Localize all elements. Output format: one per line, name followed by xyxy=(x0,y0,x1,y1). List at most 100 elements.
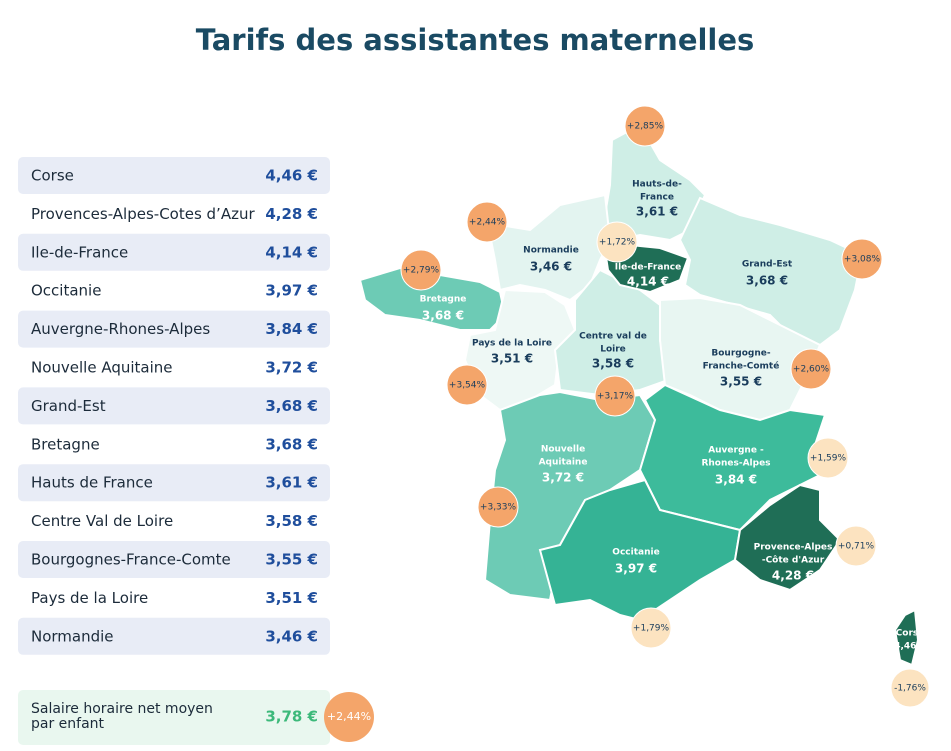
map-region-change: +1,72% xyxy=(599,238,636,248)
summary-change: +2,44% xyxy=(327,710,371,723)
region-name: Provences-Alpes-Cotes d’Azur xyxy=(31,205,255,223)
change-badge xyxy=(596,221,638,263)
change-badge xyxy=(477,486,519,528)
region-name: Corse xyxy=(31,167,74,185)
change-badge xyxy=(890,668,930,708)
map-region-name: Bourgogne- xyxy=(711,349,770,359)
region-price: 3,51 € xyxy=(265,589,318,607)
map-region-change: -1,76% xyxy=(894,684,926,694)
map-region-change: +2,60% xyxy=(793,365,830,375)
region-price: 3,55 € xyxy=(265,551,318,569)
map-region-price: 3,68 € xyxy=(746,274,788,288)
map-region-name: Ile-de-France xyxy=(615,263,682,273)
map-region-name: Corse xyxy=(896,629,925,639)
map-region-name: Occitanie xyxy=(612,548,659,558)
region-name: Bretagne xyxy=(31,435,100,453)
map-region-name: Rhones-Alpes xyxy=(701,459,770,469)
map-region-price: 4,28 € xyxy=(772,569,814,583)
map-region-name: Grand-Est xyxy=(742,260,793,270)
map-region-name: Provence-Alpes xyxy=(754,543,833,553)
summary-label: Salaire horaire net moyen xyxy=(31,701,213,717)
change-badge xyxy=(594,375,636,417)
map-region-change: +2,85% xyxy=(627,122,664,132)
region-shape xyxy=(893,608,920,667)
map-region-change: +1,79% xyxy=(633,624,670,634)
table-row-bg xyxy=(18,541,330,578)
region-name: Auvergne-Rhones-Alpes xyxy=(31,320,210,338)
region-shape xyxy=(488,193,612,302)
map-region-price: 3,97 € xyxy=(615,562,657,576)
region-name: Nouvelle Aquitaine xyxy=(31,359,173,377)
map-region-price: 4,46 € xyxy=(894,642,926,652)
change-badge xyxy=(841,238,883,280)
map-region-price: 3,58 € xyxy=(592,357,634,371)
region-price: 3,61 € xyxy=(265,474,318,492)
change-badge xyxy=(624,105,666,147)
change-badge xyxy=(446,364,488,406)
map-region-change: +2,44% xyxy=(469,218,506,228)
region-name: Hauts de France xyxy=(31,474,153,492)
region-name: Centre Val de Loire xyxy=(31,512,173,530)
table-row-bg xyxy=(18,464,330,502)
summary-box xyxy=(18,690,330,745)
map-region-name: Pays de la Loire xyxy=(472,339,552,349)
region-price: 4,14 € xyxy=(265,243,318,261)
map-region-price: 3,72 € xyxy=(542,471,584,485)
map-region-price: 4,14 € xyxy=(627,275,669,289)
map-region-name: Normandie xyxy=(523,246,579,256)
region-name: Pays de la Loire xyxy=(31,589,148,607)
region-price: 3,84 € xyxy=(265,320,318,338)
map-region-change: +3,08% xyxy=(844,255,881,265)
map-region-name: Nouvelle xyxy=(541,445,585,455)
change-badge xyxy=(630,607,672,649)
title: Tarifs des assistantes maternelles xyxy=(196,23,755,57)
region-price: 4,28 € xyxy=(265,205,318,223)
table-row-bg xyxy=(18,617,330,655)
map-region-price: 3,61 € xyxy=(636,205,678,219)
table-row-bg xyxy=(18,387,330,425)
region-price: 3,46 € xyxy=(265,627,318,645)
change-badge xyxy=(324,692,374,742)
map-region-price: 3,68 € xyxy=(422,309,464,323)
map-region-change: +3,54% xyxy=(449,381,486,391)
region-name: Normandie xyxy=(31,627,114,645)
map-region-name: Bretagne xyxy=(420,295,467,305)
map-region-price: 3,55 € xyxy=(720,375,762,389)
change-badge xyxy=(466,201,508,243)
map-region-price: 3,84 € xyxy=(715,473,757,487)
map-region-change: +2,79% xyxy=(403,266,440,276)
map-region-name: Hauts-de- xyxy=(632,180,682,190)
change-badge xyxy=(400,249,442,291)
map-region-price: 3,51 € xyxy=(491,352,533,366)
change-badge xyxy=(807,437,849,479)
table-row-bg xyxy=(18,233,330,271)
table-row-bg xyxy=(18,310,330,348)
map-region-change: +0,71% xyxy=(838,542,875,552)
region-name: Occitanie xyxy=(31,282,101,300)
map xyxy=(358,123,920,667)
map-region-change: +1,59% xyxy=(810,454,847,464)
map-region-name: -Côte d'Azur xyxy=(762,555,825,566)
region-shape xyxy=(538,478,742,622)
map-region-name: Loire xyxy=(600,345,626,355)
map-region-price: 3,46 € xyxy=(530,260,572,274)
region-price: 3,68 € xyxy=(265,397,318,415)
region-price: 4,46 € xyxy=(265,167,318,185)
map-region-change: +3,17% xyxy=(597,392,634,402)
table-row-bg xyxy=(18,157,330,194)
summary-label: par enfant xyxy=(31,716,105,732)
map-region-name: France xyxy=(640,193,674,203)
region-price: 3,72 € xyxy=(265,359,318,377)
map-region-change: +3,33% xyxy=(480,503,517,513)
map-region-name: Auvergne - xyxy=(708,446,764,456)
map-region-name: Aquitaine xyxy=(539,458,588,468)
region-name: Bourgognes-France-Comte xyxy=(31,551,231,569)
region-name: Grand-Est xyxy=(31,397,106,415)
region-price: 3,58 € xyxy=(265,512,318,530)
summary-price: 3,78 € xyxy=(265,708,318,726)
map-region-name: Franche-Comté xyxy=(703,361,780,372)
region-price: 3,68 € xyxy=(265,435,318,453)
change-badge xyxy=(835,525,877,567)
